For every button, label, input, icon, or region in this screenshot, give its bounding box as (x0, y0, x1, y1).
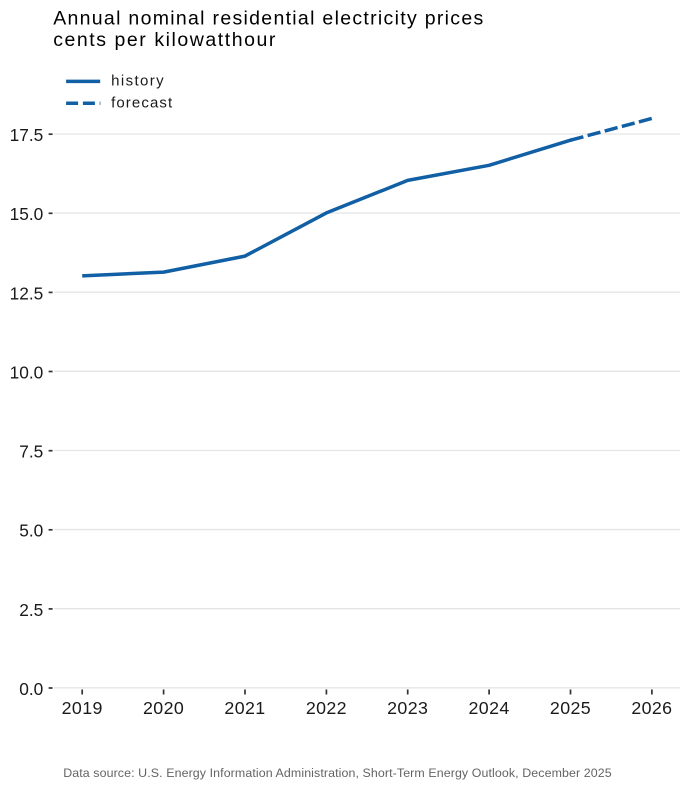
svg-text:2021: 2021 (224, 698, 265, 718)
svg-text:2025: 2025 (550, 698, 591, 718)
svg-text:5.0: 5.0 (19, 521, 43, 541)
svg-text:0.0: 0.0 (19, 679, 43, 699)
svg-text:2019: 2019 (62, 698, 103, 718)
svg-text:15.0: 15.0 (10, 204, 44, 224)
svg-text:forecast: forecast (111, 95, 173, 112)
svg-text:7.5: 7.5 (19, 442, 43, 462)
svg-text:Data source: U.S. Energy Infor: Data source: U.S. Energy Information Adm… (63, 766, 612, 780)
svg-text:2026: 2026 (631, 698, 672, 718)
svg-text:history: history (111, 73, 165, 90)
svg-text:cents per kilowatthour: cents per kilowatthour (53, 29, 277, 51)
svg-text:Annual nominal residential ele: Annual nominal residential electricity p… (53, 8, 484, 30)
svg-text:17.5: 17.5 (10, 125, 44, 145)
svg-text:2.5: 2.5 (19, 600, 43, 620)
svg-text:2022: 2022 (306, 698, 347, 718)
svg-text:2024: 2024 (469, 698, 510, 718)
svg-text:2020: 2020 (143, 698, 184, 718)
svg-text:2023: 2023 (387, 698, 428, 718)
svg-text:10.0: 10.0 (10, 362, 44, 382)
svg-text:12.5: 12.5 (10, 283, 44, 303)
